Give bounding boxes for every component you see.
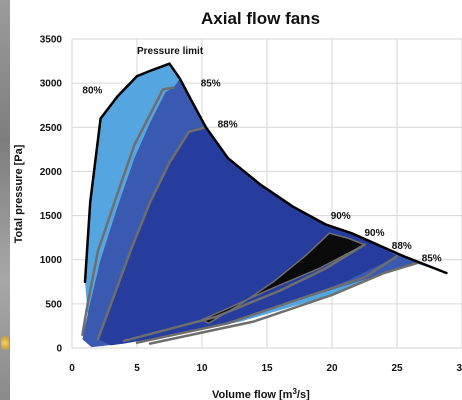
pressure-limit-line (83, 62, 448, 284)
x-tick-label-15: 15 (261, 363, 273, 374)
annotation-88-6: 88% (392, 241, 412, 252)
pressure-limit-envelope (83, 62, 448, 284)
edge-88-lower (122, 243, 366, 343)
annotations: Pressure limit 80% 85% 88% 90% 90% 88% 85% (82, 46, 441, 264)
chart-title: Axial flow fans (201, 9, 320, 28)
region-88 (98, 127, 397, 346)
x-tick-label-20: 20 (326, 363, 338, 374)
y-axis-label: Total pressure [Pa] (13, 144, 25, 243)
y-tick-label-3500: 3500 (40, 35, 63, 46)
tick-labels: 0 500 1000 1500 2000 2500 3000 3500 0 5 10 15 20 25 30 (40, 35, 462, 375)
annotation-85-7: 85% (422, 253, 442, 264)
x-tick-label-5: 5 (134, 363, 140, 374)
edge-85-lower (135, 254, 399, 344)
region-90 (202, 233, 365, 324)
x-tick-label-0: 0 (69, 363, 75, 374)
annotation-pressure-limit-0: Pressure limit (137, 46, 204, 57)
y-tick-label-2500: 2500 (40, 123, 63, 134)
y-tick-label-2000: 2000 (40, 167, 63, 178)
x-axis-label: Volume flow [m3/s] (212, 387, 310, 400)
x-tick-label-10: 10 (196, 363, 208, 374)
x-tick-label-30: 30 (456, 363, 462, 374)
annotation-85-2: 85% (201, 79, 221, 90)
y-tick-label-500: 500 (45, 299, 62, 310)
x-tick-label-25: 25 (391, 363, 403, 374)
annotation-90-4: 90% (331, 211, 351, 222)
annotation-80-1: 80% (82, 86, 102, 97)
edge-85-inner (96, 126, 208, 341)
y-tick-label-1000: 1000 (40, 255, 63, 266)
efficiency-regions (82, 63, 447, 348)
edge-80-inner (81, 86, 175, 337)
y-tick-label-3000: 3000 (40, 79, 63, 90)
region-90-outline (200, 232, 367, 325)
annotation-90-5: 90% (365, 228, 385, 239)
edge-highlight (1, 336, 9, 350)
annotation-88-3: 88% (218, 119, 238, 130)
y-tick-label-0: 0 (56, 344, 62, 355)
left-edge-photo-strip (0, 0, 10, 400)
edge-80-lower (148, 261, 421, 345)
region-edges (81, 86, 421, 345)
y-tick-label-1500: 1500 (40, 211, 63, 222)
